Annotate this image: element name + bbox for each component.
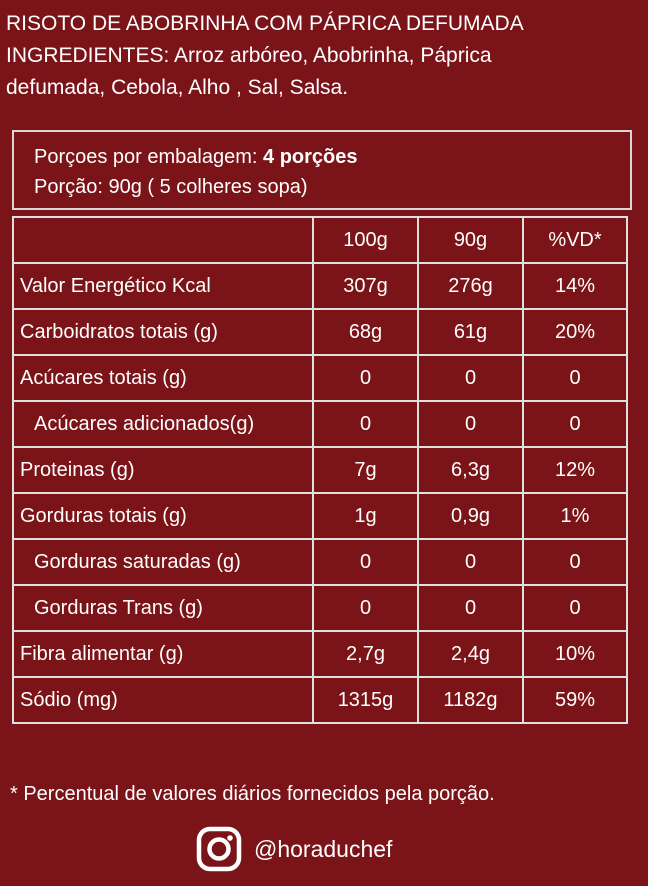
value-90g: 0,9g [417,492,524,540]
nutrient-label: Carboidratos totais (g) [12,308,314,356]
value-vd: 14% [522,262,628,310]
value-90g: 6,3g [417,446,524,494]
nutrient-label: Proteinas (g) [12,446,314,494]
value-100g: 2,7g [312,630,419,678]
column-header-90g: 90g [417,216,524,264]
value-100g: 68g [312,308,419,356]
nutrient-label: Sódio (mg) [12,676,314,724]
table-row: Gorduras saturadas (g) 0 0 0 [12,538,628,586]
value-vd: 12% [522,446,628,494]
value-100g: 7g [312,446,419,494]
table-row: Acúcares adicionados(g) 0 0 0 [12,400,628,448]
table-row: Valor Energético Kcal 307g 276g 14% [12,262,628,310]
value-100g: 0 [312,400,419,448]
table-row: Gorduras Trans (g) 0 0 0 [12,584,628,632]
nutrient-label: Acúcares adicionados(g) [12,400,314,448]
value-100g: 307g [312,262,419,310]
value-90g: 1182g [417,676,524,724]
servings-value: 4 porções [263,146,358,168]
table-row: Gorduras totais (g) 1g 0,9g 1% [12,492,628,540]
servings-per-package: Porçoes por embalagem: 4 porções [34,142,630,172]
value-vd: 0 [522,538,628,586]
social-handle[interactable]: @horaduchef [196,826,392,872]
nutrient-label: Gorduras saturadas (g) [12,538,314,586]
nutrient-label: Gorduras totais (g) [12,492,314,540]
value-vd: 59% [522,676,628,724]
servings-label: Porçoes por embalagem: [34,146,264,168]
value-90g: 0 [417,400,524,448]
table-row: Proteinas (g) 7g 6,3g 12% [12,446,628,494]
nutrient-label: Fibra alimentar (g) [12,630,314,678]
value-90g: 276g [417,262,524,310]
ingredients-line-1: INGREDIENTES: Arroz arbóreo, Abobrinha, … [6,44,492,67]
product-title: RISOTO DE ABOBRINHA COM PÁPRICA DEFUMADA [6,12,524,35]
social-handle-text: @horaduchef [254,835,393,862]
value-vd: 10% [522,630,628,678]
table-row: Carboidratos totais (g) 68g 61g 20% [12,308,628,356]
value-vd: 0 [522,354,628,402]
instagram-icon [196,826,242,872]
value-vd: 0 [522,584,628,632]
value-90g: 0 [417,354,524,402]
product-header: RISOTO DE ABOBRINHA COM PÁPRICA DEFUMADA… [6,8,642,104]
ingredients-line-2: defumada, Cebola, Alho , Sal, Salsa. [6,76,349,99]
value-100g: 0 [312,584,419,632]
value-90g: 61g [417,308,524,356]
value-90g: 0 [417,584,524,632]
portion-info-box: Porçoes por embalagem: 4 porções Porção:… [12,130,632,210]
value-100g: 1315g [312,676,419,724]
value-100g: 0 [312,354,419,402]
table-row: Fibra alimentar (g) 2,7g 2,4g 10% [12,630,628,678]
value-vd: 0 [522,400,628,448]
value-100g: 1g [312,492,419,540]
nutrition-table: 100g 90g %VD* Valor Energético Kcal 307g… [12,216,628,724]
value-90g: 0 [417,538,524,586]
table-row: Acúcares totais (g) 0 0 0 [12,354,628,402]
column-header-nutrient [12,216,314,264]
value-vd: 1% [522,492,628,540]
footnote: * Percentual de valores diários fornecid… [10,783,495,805]
nutrient-label: Acúcares totais (g) [12,354,314,402]
column-header-100g: 100g [312,216,419,264]
nutrient-label: Valor Energético Kcal [12,262,314,310]
value-vd: 20% [522,308,628,356]
portion-size: Porção: 90g ( 5 colheres sopa) [34,176,308,198]
value-100g: 0 [312,538,419,586]
value-90g: 2,4g [417,630,524,678]
column-header-vd: %VD* [522,216,628,264]
nutrient-label: Gorduras Trans (g) [12,584,314,632]
table-header-row: 100g 90g %VD* [12,216,628,264]
table-row: Sódio (mg) 1315g 1182g 59% [12,676,628,724]
